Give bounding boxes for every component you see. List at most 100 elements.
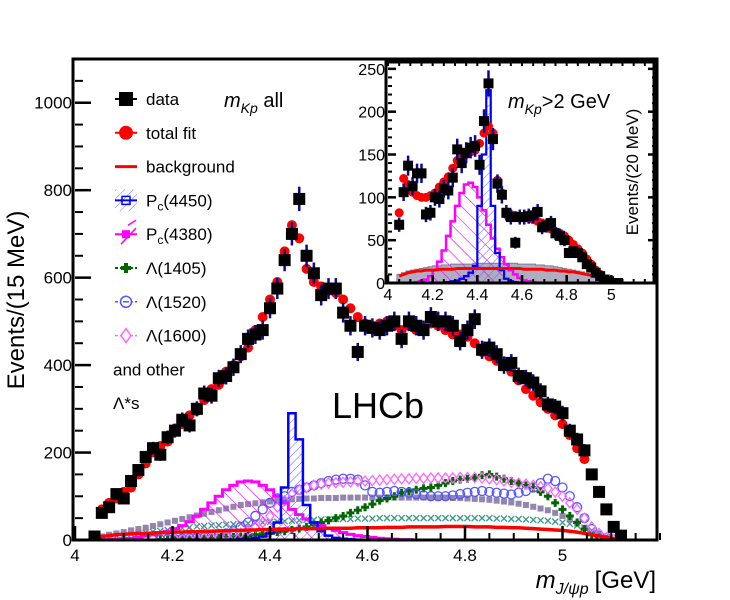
x-tick-label: 4.2 xyxy=(161,546,185,565)
legend-item-other: and other xyxy=(113,360,185,379)
data-point xyxy=(615,529,627,540)
data-point xyxy=(271,282,284,295)
total-fit-point xyxy=(352,311,363,322)
other-lambda-purple-point xyxy=(530,503,537,510)
data-point xyxy=(103,501,116,514)
lambda1520-point xyxy=(381,486,393,498)
data-point xyxy=(593,485,606,498)
other-lambda-purple-point xyxy=(164,519,171,526)
lambda1520-point xyxy=(447,490,458,501)
lambda1600-point xyxy=(360,474,370,488)
other-lambda-purple-point xyxy=(179,516,186,523)
lambda1600-point xyxy=(564,496,575,509)
other-lambda-teal-point xyxy=(405,514,413,522)
lambda1405-point xyxy=(514,479,523,488)
other-lambda-purple-point xyxy=(501,498,507,505)
data-point xyxy=(487,134,498,145)
lambda1405-point xyxy=(368,500,377,509)
data-point xyxy=(403,160,414,171)
lambda1520-point xyxy=(469,486,480,498)
lambda1405-point xyxy=(390,492,399,501)
data-point xyxy=(398,187,409,198)
y-tick-label: 600 xyxy=(44,269,72,288)
inset-background-curve xyxy=(398,266,619,283)
lambda1600-point xyxy=(382,473,392,486)
other-lambda-purple-point xyxy=(427,494,434,501)
lambda1600-point xyxy=(433,471,444,484)
data-point xyxy=(307,267,320,280)
data-point xyxy=(479,116,490,127)
x-tick-label: 5 xyxy=(607,287,616,304)
other-lambda-purple-point xyxy=(522,502,529,509)
other-lambda-purple-point xyxy=(325,495,332,502)
other-lambda-teal-point xyxy=(515,515,523,523)
data-point xyxy=(227,361,240,374)
other-lambda-purple-point xyxy=(449,495,456,502)
lambda1520-point xyxy=(389,485,400,497)
data-point xyxy=(293,192,306,205)
lambda1600-point xyxy=(323,477,334,490)
legend-data-icon xyxy=(119,92,133,106)
lambda1600-point xyxy=(528,479,539,492)
other-lambda-purple-point xyxy=(544,507,551,514)
data-point xyxy=(490,348,503,361)
other-lambda-purple-point xyxy=(420,494,427,501)
data-point xyxy=(337,306,350,319)
data-point xyxy=(505,212,516,223)
lambda1520-point xyxy=(440,491,451,502)
lambda1520-point xyxy=(411,488,422,500)
data-point xyxy=(578,444,591,457)
lambda1600-point xyxy=(521,477,531,491)
lambda1600-point xyxy=(345,475,356,488)
other-lambda-purple-point xyxy=(310,495,317,502)
data-point xyxy=(510,237,521,248)
other-lambda-teal-point xyxy=(427,514,435,522)
lambda1520-point xyxy=(550,475,561,487)
data-point xyxy=(559,235,570,246)
main-components xyxy=(90,411,625,540)
lambda1405-point xyxy=(331,514,340,523)
data-point xyxy=(154,448,167,461)
y-tick-label: 250 xyxy=(358,62,385,79)
x-tick-label: 4.4 xyxy=(466,287,488,304)
inset-components xyxy=(396,89,621,283)
legend-fit-icon xyxy=(119,125,133,140)
other-lambda-purple-point xyxy=(552,509,559,516)
lambda1405-point xyxy=(361,503,370,512)
other-lambda-purple-point xyxy=(120,529,127,536)
lambda1520-point xyxy=(571,502,583,513)
lambda1600-point xyxy=(418,472,429,485)
other-lambda-purple-point xyxy=(442,494,449,501)
data-point xyxy=(168,424,181,437)
data-point xyxy=(132,464,145,477)
lambda1405-point xyxy=(353,506,362,515)
background-curve xyxy=(93,524,622,540)
lhcb-label: LHCb xyxy=(332,385,424,426)
data-point xyxy=(234,348,247,361)
other-lambda-teal-point xyxy=(368,515,376,523)
other-lambda-purple-point xyxy=(332,495,339,502)
other-lambda-teal-point xyxy=(412,514,420,522)
inset-points xyxy=(394,70,624,283)
total-fit-point xyxy=(338,294,349,305)
data-point xyxy=(496,189,507,200)
legend-label: Λ(1405) xyxy=(146,259,207,278)
other-lambda-teal-point xyxy=(354,515,362,523)
legend-item-background: background xyxy=(115,158,235,177)
lambda1600-point xyxy=(572,503,582,516)
inset-y-axis-title: Events/(20 MeV) xyxy=(623,109,642,236)
data-point xyxy=(577,252,588,263)
other-lambda-teal-point xyxy=(398,514,406,522)
lambda1405-point xyxy=(346,508,355,517)
lambda1405-point xyxy=(551,498,560,507)
lambda1600-point xyxy=(535,480,546,493)
lambda1600-point xyxy=(586,520,597,533)
other-lambda-teal-point xyxy=(456,514,464,522)
x-tick-label: 5 xyxy=(558,546,567,565)
other-lambda-purple-point xyxy=(303,495,310,502)
data-point xyxy=(454,335,467,348)
other-lambda-teal-point xyxy=(383,514,391,522)
